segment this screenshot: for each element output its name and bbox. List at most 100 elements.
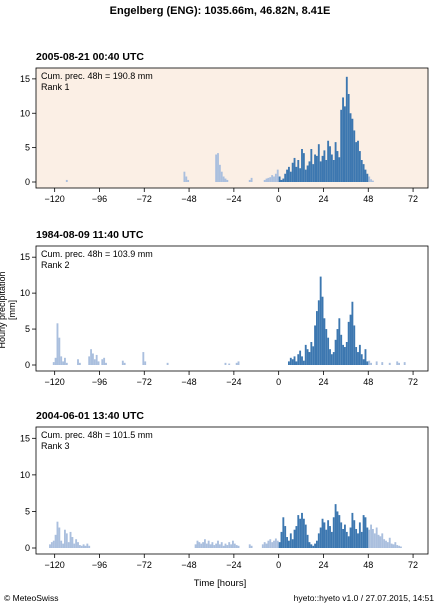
context-bar xyxy=(388,362,391,365)
event-bar xyxy=(299,168,302,182)
event-bar xyxy=(349,113,352,182)
context-bar xyxy=(248,544,251,548)
panel-title: 2004-06-01 13:40 UTC xyxy=(36,410,144,422)
event-bar xyxy=(362,359,365,365)
event-bar xyxy=(329,349,331,365)
context-bar xyxy=(392,544,395,548)
x-tick-label: −24 xyxy=(226,560,241,570)
annotation-text: Cum. prec. 48h = 103.9 mm xyxy=(41,249,153,259)
context-bar xyxy=(271,542,274,548)
event-bar xyxy=(314,154,316,182)
context-bar xyxy=(82,544,85,548)
event-bar xyxy=(319,276,322,365)
context-bar xyxy=(93,359,96,365)
copyright-footer: © MeteoSwiss xyxy=(4,593,59,603)
context-bar xyxy=(84,545,87,548)
context-bar xyxy=(52,362,55,365)
context-bar xyxy=(265,543,268,548)
context-bar xyxy=(88,545,91,548)
event-bar xyxy=(342,344,344,365)
context-bar xyxy=(60,356,63,365)
event-bar xyxy=(297,354,300,365)
context-bar xyxy=(90,349,92,365)
context-bar xyxy=(213,545,216,548)
context-bar xyxy=(166,362,169,365)
event-bar xyxy=(355,528,358,548)
context-bar xyxy=(49,544,51,548)
context-bar xyxy=(62,361,64,365)
event-bar xyxy=(342,97,344,182)
event-bar xyxy=(330,531,333,548)
context-bar xyxy=(381,533,384,548)
event-bar xyxy=(338,515,341,548)
context-bar xyxy=(207,540,210,548)
event-bar xyxy=(357,140,359,182)
event-bar xyxy=(345,531,348,548)
annotation-text: Rank 2 xyxy=(41,260,70,270)
context-bar xyxy=(204,539,206,548)
context-bar xyxy=(54,534,57,548)
event-bar xyxy=(308,352,311,365)
context-bar xyxy=(202,542,204,548)
event-bar xyxy=(362,515,365,548)
context-bar xyxy=(394,542,397,548)
event-bar xyxy=(323,318,326,365)
context-bar xyxy=(73,543,76,548)
event-bar xyxy=(362,164,365,182)
x-tick-label: 24 xyxy=(318,377,328,387)
event-bar xyxy=(360,160,363,182)
context-bar xyxy=(215,543,218,548)
x-tick-label: −96 xyxy=(92,377,107,387)
context-bar xyxy=(274,538,277,548)
event-bar xyxy=(282,517,285,548)
context-bar xyxy=(398,362,400,365)
event-bar xyxy=(327,337,330,365)
y-axis-label: Hourly precipitation [mm] xyxy=(0,271,17,349)
context-bar xyxy=(64,357,66,365)
context-bar xyxy=(379,536,382,548)
y-tick-label: 5 xyxy=(25,143,30,153)
context-bar xyxy=(183,171,186,182)
event-bar xyxy=(302,518,305,548)
page-title: Engelberg (ENG): 1035.66m, 46.82N, 8.41E xyxy=(109,5,331,17)
event-bar xyxy=(289,171,292,182)
x-tick-label: −48 xyxy=(181,194,196,204)
event-bar xyxy=(366,361,369,365)
context-bar xyxy=(211,542,214,548)
event-bar xyxy=(297,160,300,182)
y-tick-label: 0 xyxy=(25,360,30,370)
event-bar xyxy=(332,517,335,548)
context-bar xyxy=(65,362,68,365)
context-bar xyxy=(80,545,83,548)
event-bar xyxy=(306,349,309,365)
event-bar xyxy=(295,526,298,548)
context-bar xyxy=(235,362,238,365)
context-bar xyxy=(370,179,372,182)
context-bar xyxy=(78,362,81,365)
event-bar xyxy=(323,522,326,548)
x-tick-label: −120 xyxy=(45,560,65,570)
event-bar xyxy=(306,534,309,548)
context-bar xyxy=(265,178,268,182)
x-tick-label: −96 xyxy=(92,194,107,204)
event-bar xyxy=(278,176,281,182)
event-bar xyxy=(340,109,343,182)
context-bar xyxy=(77,359,79,365)
annotation-text: Cum. prec. 48h = 190.8 mm xyxy=(41,71,153,81)
x-tick-label: 72 xyxy=(408,560,418,570)
context-bar xyxy=(60,540,63,548)
context-bar xyxy=(248,179,251,182)
context-bar xyxy=(250,177,253,182)
event-bar xyxy=(314,325,316,365)
x-tick-label: −48 xyxy=(181,560,196,570)
event-bar xyxy=(293,529,296,548)
event-bar xyxy=(330,354,333,365)
context-bar xyxy=(237,545,240,548)
panel-2: 1984-08-09 11:40 UTC Cum. prec. 48h = 103… xyxy=(20,229,429,387)
event-bar xyxy=(345,76,348,182)
context-bar xyxy=(368,176,371,182)
panel-title: 2005-08-21 00:40 UTC xyxy=(36,51,144,63)
event-bar xyxy=(351,118,354,182)
event-bar xyxy=(321,296,324,365)
event-bar xyxy=(293,356,296,365)
